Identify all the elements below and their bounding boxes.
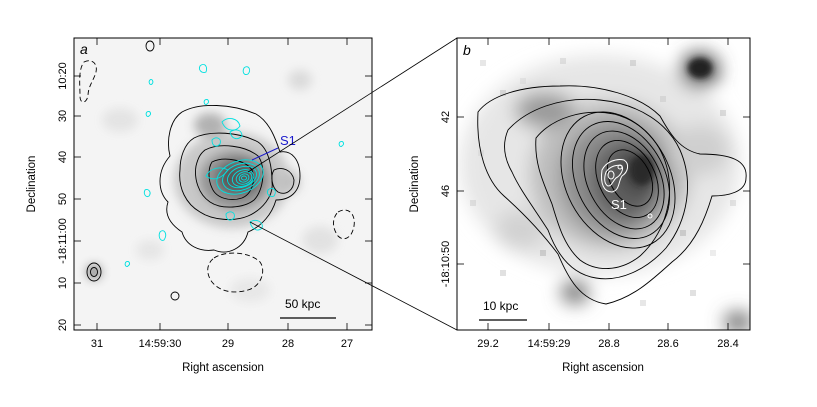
panel-a-xtick: 14:59:30: [139, 338, 182, 350]
panel-b-xtick: 28.6: [657, 338, 678, 350]
panel-a-cyan-contours: [124, 63, 344, 267]
panel-b-xtick: 28.4: [717, 338, 738, 350]
panel-a-ytick: -18:11:00: [57, 218, 69, 264]
panel-b-ytick: -18:10:50: [440, 241, 452, 287]
panel-b-frame: [456, 37, 751, 331]
panel-b-ytick: 42: [440, 111, 452, 123]
panel-a-xlabel: Right ascension: [182, 362, 264, 374]
zoom-connector-top: [247, 37, 458, 173]
panel-a-dashed-contours: [79, 60, 355, 293]
panel-a-ytick: 50: [57, 193, 69, 205]
panel-a-greyscale-image: [79, 40, 355, 319]
panel-a-ytick: 30: [57, 110, 69, 122]
panel-a-ylabel: Declination: [26, 156, 38, 213]
panel-b: S1 10 kpc b 29.2 14:59:29 28.8 28.6 28.4…: [409, 37, 751, 374]
panel-a-ytick: 20: [57, 319, 69, 331]
panel-b-ticks: [457, 38, 750, 330]
panel-b-greyscale-image: [460, 52, 750, 330]
panel-a-xtick: 28: [282, 338, 294, 350]
panel-b-letter: b: [463, 42, 471, 58]
panel-b-xlabel: Right ascension: [562, 362, 644, 374]
panel-a-xtick: 31: [91, 338, 103, 350]
panel-a-source-pointer: [251, 147, 279, 161]
panel-b-xtick: 14:59:29: [528, 338, 571, 350]
panel-a-xtick: 29: [222, 338, 234, 350]
zoom-connector-bottom: [249, 221, 458, 331]
panel-a-xtick: 27: [341, 338, 353, 350]
panel-a: S1 50 kpc a 31 14:59:30 29 28 27 10:20 3…: [26, 37, 373, 374]
panel-a-scale-label: 50 kpc: [285, 297, 320, 311]
panel-b-black-contours: [477, 85, 747, 305]
panel-a-ytick: 40: [57, 151, 69, 163]
panel-a-frame: [73, 37, 373, 331]
panel-b-xtick: 29.2: [477, 338, 498, 350]
panel-a-source-label: S1: [280, 133, 296, 148]
panel-b-ylabel: Declination: [409, 156, 421, 213]
panel-b-white-contours: [601, 159, 653, 219]
panel-b-scale-label: 10 kpc: [483, 299, 518, 313]
panel-a-ytick: 10: [57, 277, 69, 289]
panel-a-letter: a: [80, 41, 88, 57]
panel-b-ytick: 46: [440, 185, 452, 197]
panel-b-xtick: 28.8: [598, 338, 619, 350]
panel-b-source-label: S1: [611, 197, 627, 212]
panel-a-ytick: 10:20: [57, 62, 69, 90]
